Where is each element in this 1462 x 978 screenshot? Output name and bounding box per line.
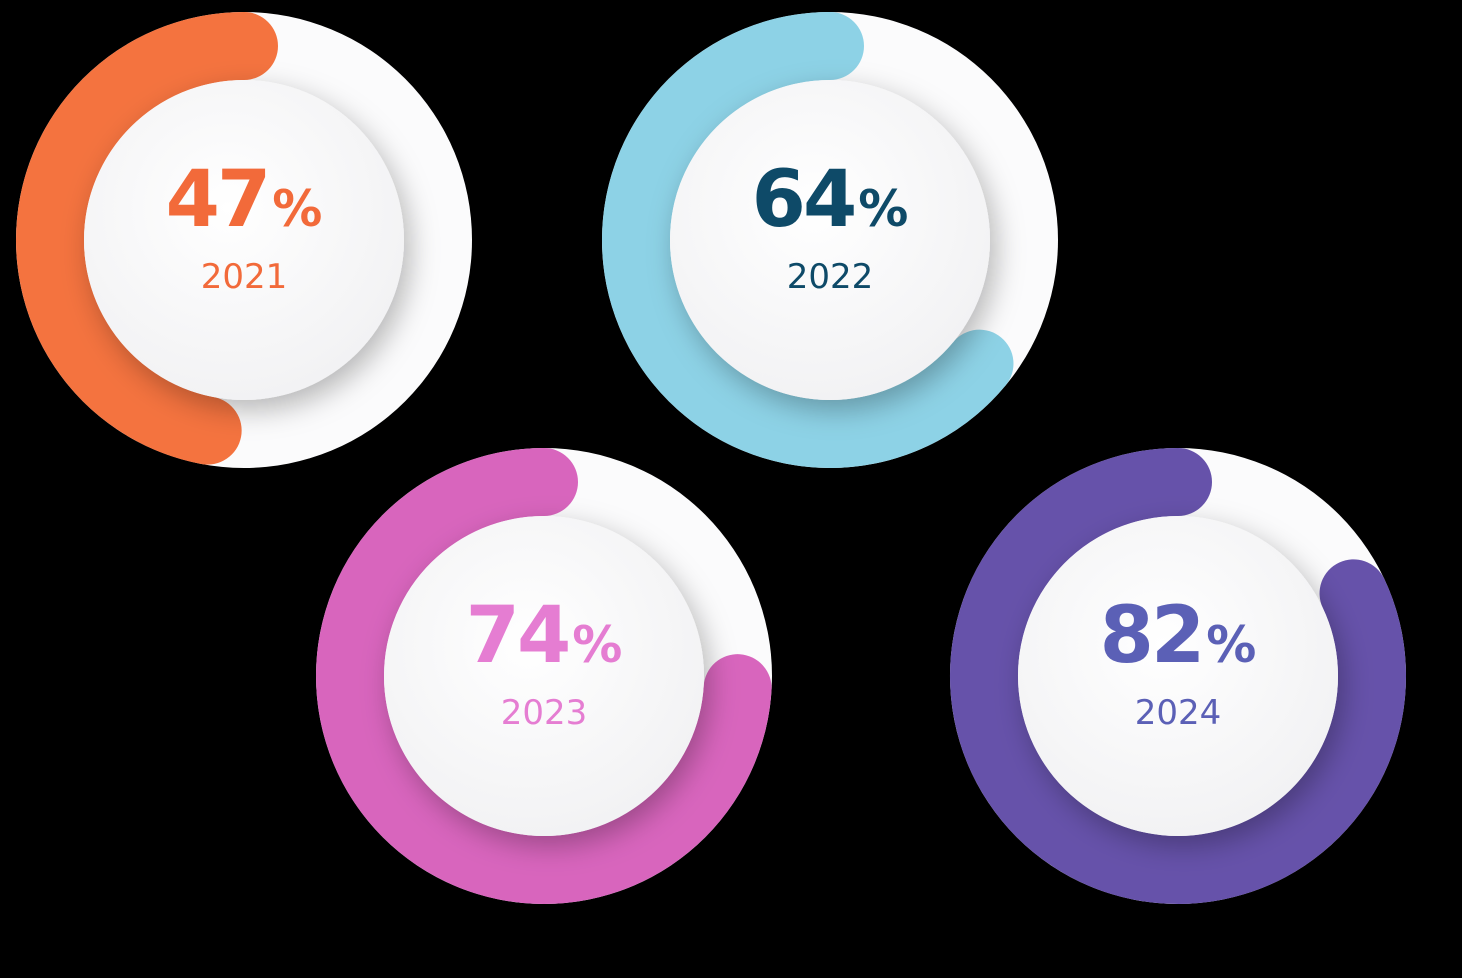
- value-unit: %: [858, 180, 908, 238]
- progress-ring: 64% 2022: [602, 12, 1058, 468]
- progress-ring: 74% 2023: [316, 448, 772, 904]
- progress-arc: [16, 12, 278, 465]
- value-unit: %: [272, 180, 322, 238]
- value-label: 47%: [166, 155, 323, 245]
- value-label: 74%: [466, 591, 623, 681]
- progress-arc: [950, 448, 1406, 904]
- value-number: 74: [466, 591, 569, 681]
- value-label: 64%: [752, 155, 909, 245]
- value-number: 82: [1100, 591, 1203, 681]
- inner-disc: [1018, 516, 1338, 836]
- year-label: 2021: [201, 257, 288, 297]
- value-label: 82%: [1100, 591, 1257, 681]
- value-unit: %: [572, 616, 622, 674]
- value-unit: %: [1206, 616, 1256, 674]
- year-label: 2024: [1135, 693, 1222, 733]
- progress-ring: 82% 2024: [950, 448, 1406, 904]
- inner-disc: [670, 80, 990, 400]
- value-number: 64: [752, 155, 855, 245]
- inner-disc: [84, 80, 404, 400]
- progress-arc: [316, 448, 772, 904]
- value-number: 47: [166, 155, 269, 245]
- progress-ring: 47% 2021: [16, 12, 472, 468]
- inner-disc: [384, 516, 704, 836]
- year-label: 2023: [501, 693, 588, 733]
- progress-arc: [602, 12, 1014, 468]
- year-label: 2022: [787, 257, 874, 297]
